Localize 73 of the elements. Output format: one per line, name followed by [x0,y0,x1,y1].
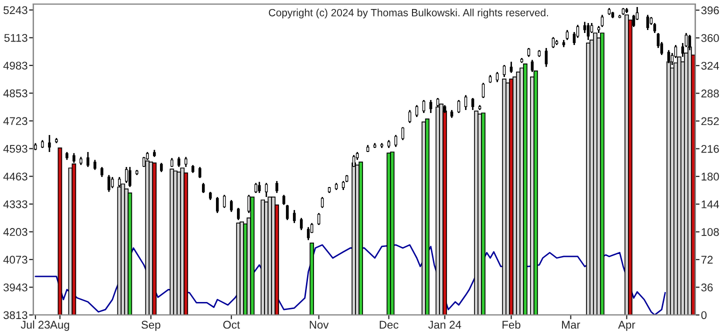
x-tick-label: Apr [618,320,636,331]
y-tick-label: 4983 [3,62,28,70]
y2-tick-label: 324 [701,62,720,70]
y-tick-label: 4203 [3,228,28,236]
candlestick [254,182,258,194]
candlestick [94,159,96,171]
y-tick-label: 4723 [3,117,28,126]
y2-tick-label: 144 [702,200,720,208]
y-tick-label: 5243 [4,6,28,14]
candlestick [282,194,286,206]
y2-tick-label: 72 [701,256,713,264]
y2-tick-label: 108 [702,228,719,236]
candlestick [496,71,499,83]
candlestick [401,126,404,141]
y-tick-label: 3813 [4,311,28,320]
candlestick [394,134,398,148]
candlestick [86,151,90,168]
candlestick [457,99,460,114]
candlestick [202,182,205,194]
x-tick-label: Nov [310,320,329,329]
x-tick-label: Jul 23 [20,320,50,329]
candlestick [566,29,569,41]
candlestick [292,209,296,224]
annotation: Copyright (c) 2024 by Thomas Bulkowski. All rights reserved. [268,8,548,18]
candlestick [429,99,432,114]
candlestick [48,134,51,153]
y2-tick-label: 36 [701,284,713,292]
y2-tick-label: 216 [701,144,719,153]
candlestick [408,109,412,124]
candlestick [275,180,278,194]
y-tick-label: 4593 [3,144,28,153]
candlestick [100,166,104,178]
candlestick [471,97,474,111]
candlestick [108,174,110,193]
y-tick-label: 4853 [3,89,28,98]
candlestick [464,94,468,111]
candlestick [128,166,132,188]
candlestick [544,47,548,68]
candlestick [286,204,289,221]
y2-tick-label: 0 [701,311,707,320]
candlestick [230,199,233,213]
candlestick [415,104,418,118]
candlestick [184,156,188,168]
candlestick [222,194,226,209]
candlestick [646,14,650,31]
candlestick [236,207,240,221]
x-tick-label: Feb [502,320,520,329]
candlestick [482,82,485,99]
x-tick-label: Jan 24 [428,320,462,329]
candlestick [198,166,202,179]
y-tick-label: 4463 [3,172,28,180]
y2-tick-label: 252 [701,117,719,126]
candlestick [160,162,163,173]
candlestick [600,14,604,28]
y-tick-label: 5113 [4,34,28,42]
x-tick-label: Sep [142,320,160,331]
candlestick [125,166,128,184]
x-tick-label: Mar [562,320,580,329]
y-tick-label: 4333 [3,200,28,208]
candlestick [583,21,586,34]
candlestick [216,196,219,214]
x-tick-label: Aug [50,320,70,331]
candlestick [258,181,261,194]
y2-tick-label: 360 [701,34,719,42]
candlestick [177,156,180,168]
y2-tick-label: 180 [702,172,719,181]
y2-tick-label: 396 [701,6,719,14]
y2-tick-label: 288 [701,90,719,98]
x-tick-label: Oct [223,320,240,329]
candlestick [111,176,114,189]
y-tick-label: 3943 [4,284,28,292]
y-tick-label: 4073 [3,256,28,264]
x-tick-label: Dec [380,320,398,329]
